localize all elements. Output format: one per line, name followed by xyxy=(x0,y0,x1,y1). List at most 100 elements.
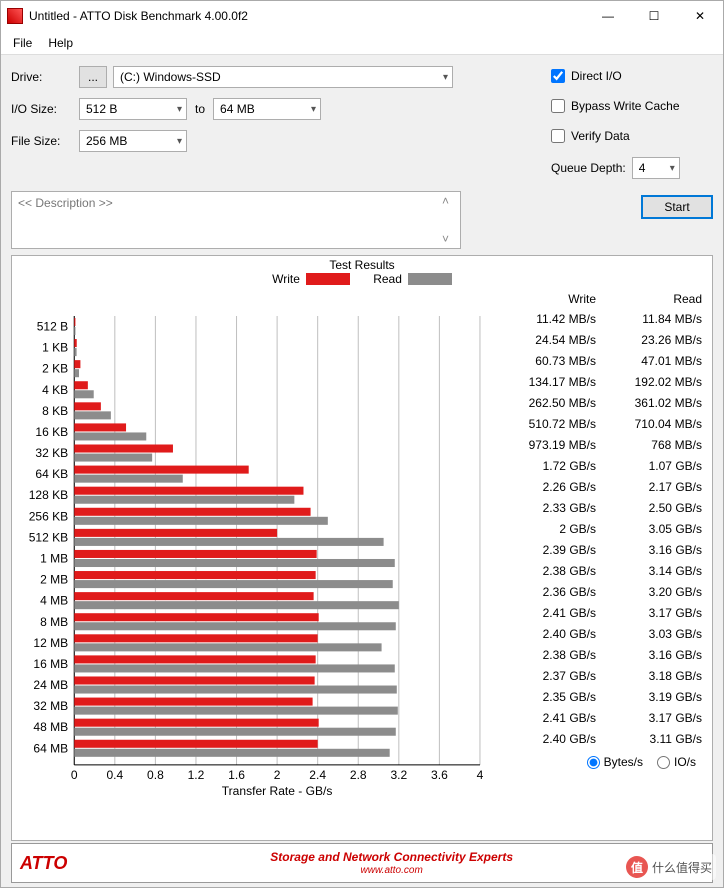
table-row: 24.54 MB/s23.26 MB/s xyxy=(494,329,706,350)
table-row: 60.73 MB/s47.01 MB/s xyxy=(494,350,706,371)
cell-read: 2.50 GB/s xyxy=(600,501,706,515)
cell-read: 3.14 GB/s xyxy=(600,564,706,578)
cell-write: 2.38 GB/s xyxy=(494,648,600,662)
cell-read: 710.04 MB/s xyxy=(600,417,706,431)
cell-write: 2.26 GB/s xyxy=(494,480,600,494)
cell-write: 2.38 GB/s xyxy=(494,564,600,578)
svg-text:1 KB: 1 KB xyxy=(42,341,68,355)
maximize-button[interactable]: ☐ xyxy=(631,1,677,31)
window-title: Untitled - ATTO Disk Benchmark 4.00.0f2 xyxy=(29,9,585,23)
verify-data-checkbox[interactable] xyxy=(551,129,565,143)
table-row: 2.38 GB/s3.14 GB/s xyxy=(494,560,706,581)
transfer-rate-chart: 00.40.81.21.622.42.83.23.64512 B1 KB2 KB… xyxy=(16,290,488,836)
legend-write-swatch xyxy=(306,273,350,285)
cell-write: 973.19 MB/s xyxy=(494,438,600,452)
svg-text:16 MB: 16 MB xyxy=(33,657,68,671)
table-row: 2.40 GB/s3.03 GB/s xyxy=(494,623,706,644)
svg-text:0: 0 xyxy=(71,768,78,782)
watermark-text: 什么值得买 xyxy=(652,859,712,876)
svg-text:8 KB: 8 KB xyxy=(42,404,68,418)
description-textarea[interactable]: << Description >> ˄˅ xyxy=(11,191,461,249)
drive-select[interactable]: (C:) Windows-SSD xyxy=(113,66,453,88)
chart-area: 00.40.81.21.622.42.83.23.64512 B1 KB2 KB… xyxy=(12,288,492,840)
start-button[interactable]: Start xyxy=(641,195,713,219)
svg-text:12 MB: 12 MB xyxy=(33,636,68,650)
table-row: 262.50 MB/s361.02 MB/s xyxy=(494,392,706,413)
svg-text:512 KB: 512 KB xyxy=(29,530,69,544)
io-size-from-select[interactable]: 512 B xyxy=(79,98,187,120)
menu-help[interactable]: Help xyxy=(40,34,81,52)
bypass-write-cache-checkbox[interactable] xyxy=(551,99,565,113)
chart-legend: Write Read xyxy=(12,272,712,288)
table-row: 2.36 GB/s3.20 GB/s xyxy=(494,581,706,602)
atto-logo: ATTO xyxy=(20,853,67,874)
cell-write: 24.54 MB/s xyxy=(494,333,600,347)
cell-read: 47.01 MB/s xyxy=(600,354,706,368)
verify-label: Verify Data xyxy=(571,129,630,143)
drive-label: Drive: xyxy=(11,70,79,84)
cell-read: 3.03 GB/s xyxy=(600,627,706,641)
cell-read: 3.16 GB/s xyxy=(600,648,706,662)
cell-write: 2.36 GB/s xyxy=(494,585,600,599)
svg-text:128 KB: 128 KB xyxy=(29,488,69,502)
cell-read: 3.17 GB/s xyxy=(600,711,706,725)
table-row: 2.40 GB/s3.11 GB/s xyxy=(494,728,706,749)
io-size-label: I/O Size: xyxy=(11,102,79,116)
units-ios-radio[interactable]: IO/s xyxy=(657,755,696,769)
cell-read: 3.20 GB/s xyxy=(600,585,706,599)
menu-file[interactable]: File xyxy=(5,34,40,52)
table-row: 1.72 GB/s1.07 GB/s xyxy=(494,455,706,476)
svg-text:0.8: 0.8 xyxy=(147,768,164,782)
table-row: 2.38 GB/s3.16 GB/s xyxy=(494,644,706,665)
data-table: Write Read 11.42 MB/s11.84 MB/s24.54 MB/… xyxy=(492,288,712,840)
svg-text:512 B: 512 B xyxy=(37,320,68,334)
cell-read: 23.26 MB/s xyxy=(600,333,706,347)
table-row: 2.39 GB/s3.16 GB/s xyxy=(494,539,706,560)
content: Drive: ... (C:) Windows-SSD I/O Size: 51… xyxy=(1,55,723,887)
svg-text:64 MB: 64 MB xyxy=(33,741,68,755)
titlebar[interactable]: Untitled - ATTO Disk Benchmark 4.00.0f2 … xyxy=(1,1,723,31)
svg-text:48 MB: 48 MB xyxy=(33,720,68,734)
legend-read-swatch xyxy=(408,273,452,285)
svg-text:256 KB: 256 KB xyxy=(29,509,69,523)
table-row: 2.41 GB/s3.17 GB/s xyxy=(494,602,706,623)
bypass-label: Bypass Write Cache xyxy=(571,99,680,113)
cell-read: 3.05 GB/s xyxy=(600,522,706,536)
file-size-select[interactable]: 256 MB xyxy=(79,130,187,152)
svg-text:4 KB: 4 KB xyxy=(42,383,68,397)
cell-read: 3.19 GB/s xyxy=(600,690,706,704)
table-row: 11.42 MB/s11.84 MB/s xyxy=(494,308,706,329)
description-scrollbar[interactable]: ˄˅ xyxy=(442,194,458,246)
close-button[interactable]: ✕ xyxy=(677,1,723,31)
cell-write: 2.40 GB/s xyxy=(494,627,600,641)
direct-io-checkbox[interactable] xyxy=(551,69,565,83)
minimize-button[interactable]: — xyxy=(585,1,631,31)
svg-text:1.2: 1.2 xyxy=(188,768,205,782)
svg-text:4: 4 xyxy=(477,768,484,782)
cell-read: 3.16 GB/s xyxy=(600,543,706,557)
cell-read: 192.02 MB/s xyxy=(600,375,706,389)
svg-text:1 MB: 1 MB xyxy=(40,551,68,565)
cell-write: 11.42 MB/s xyxy=(494,312,600,326)
units-bytes-radio[interactable]: Bytes/s xyxy=(587,755,643,769)
svg-text:Transfer Rate - GB/s: Transfer Rate - GB/s xyxy=(222,784,333,798)
table-row: 2 GB/s3.05 GB/s xyxy=(494,518,706,539)
atto-banner[interactable]: ATTO Storage and Network Connectivity Ex… xyxy=(11,843,713,883)
queue-depth-select[interactable]: 4 xyxy=(632,157,680,179)
cell-read: 3.17 GB/s xyxy=(600,606,706,620)
cell-read: 3.18 GB/s xyxy=(600,669,706,683)
cell-write: 262.50 MB/s xyxy=(494,396,600,410)
table-row: 510.72 MB/s710.04 MB/s xyxy=(494,413,706,434)
svg-text:32 MB: 32 MB xyxy=(33,699,68,713)
col-header-write: Write xyxy=(494,290,600,308)
drive-browse-button[interactable]: ... xyxy=(79,66,107,88)
table-row: 2.33 GB/s2.50 GB/s xyxy=(494,497,706,518)
to-label: to xyxy=(195,102,205,116)
table-row: 2.41 GB/s3.17 GB/s xyxy=(494,707,706,728)
direct-io-label: Direct I/O xyxy=(571,69,622,83)
cell-write: 2.37 GB/s xyxy=(494,669,600,683)
io-size-to-select[interactable]: 64 MB xyxy=(213,98,321,120)
cell-read: 768 MB/s xyxy=(600,438,706,452)
watermark-icon: 值 xyxy=(626,856,648,878)
svg-text:16 KB: 16 KB xyxy=(35,425,68,439)
